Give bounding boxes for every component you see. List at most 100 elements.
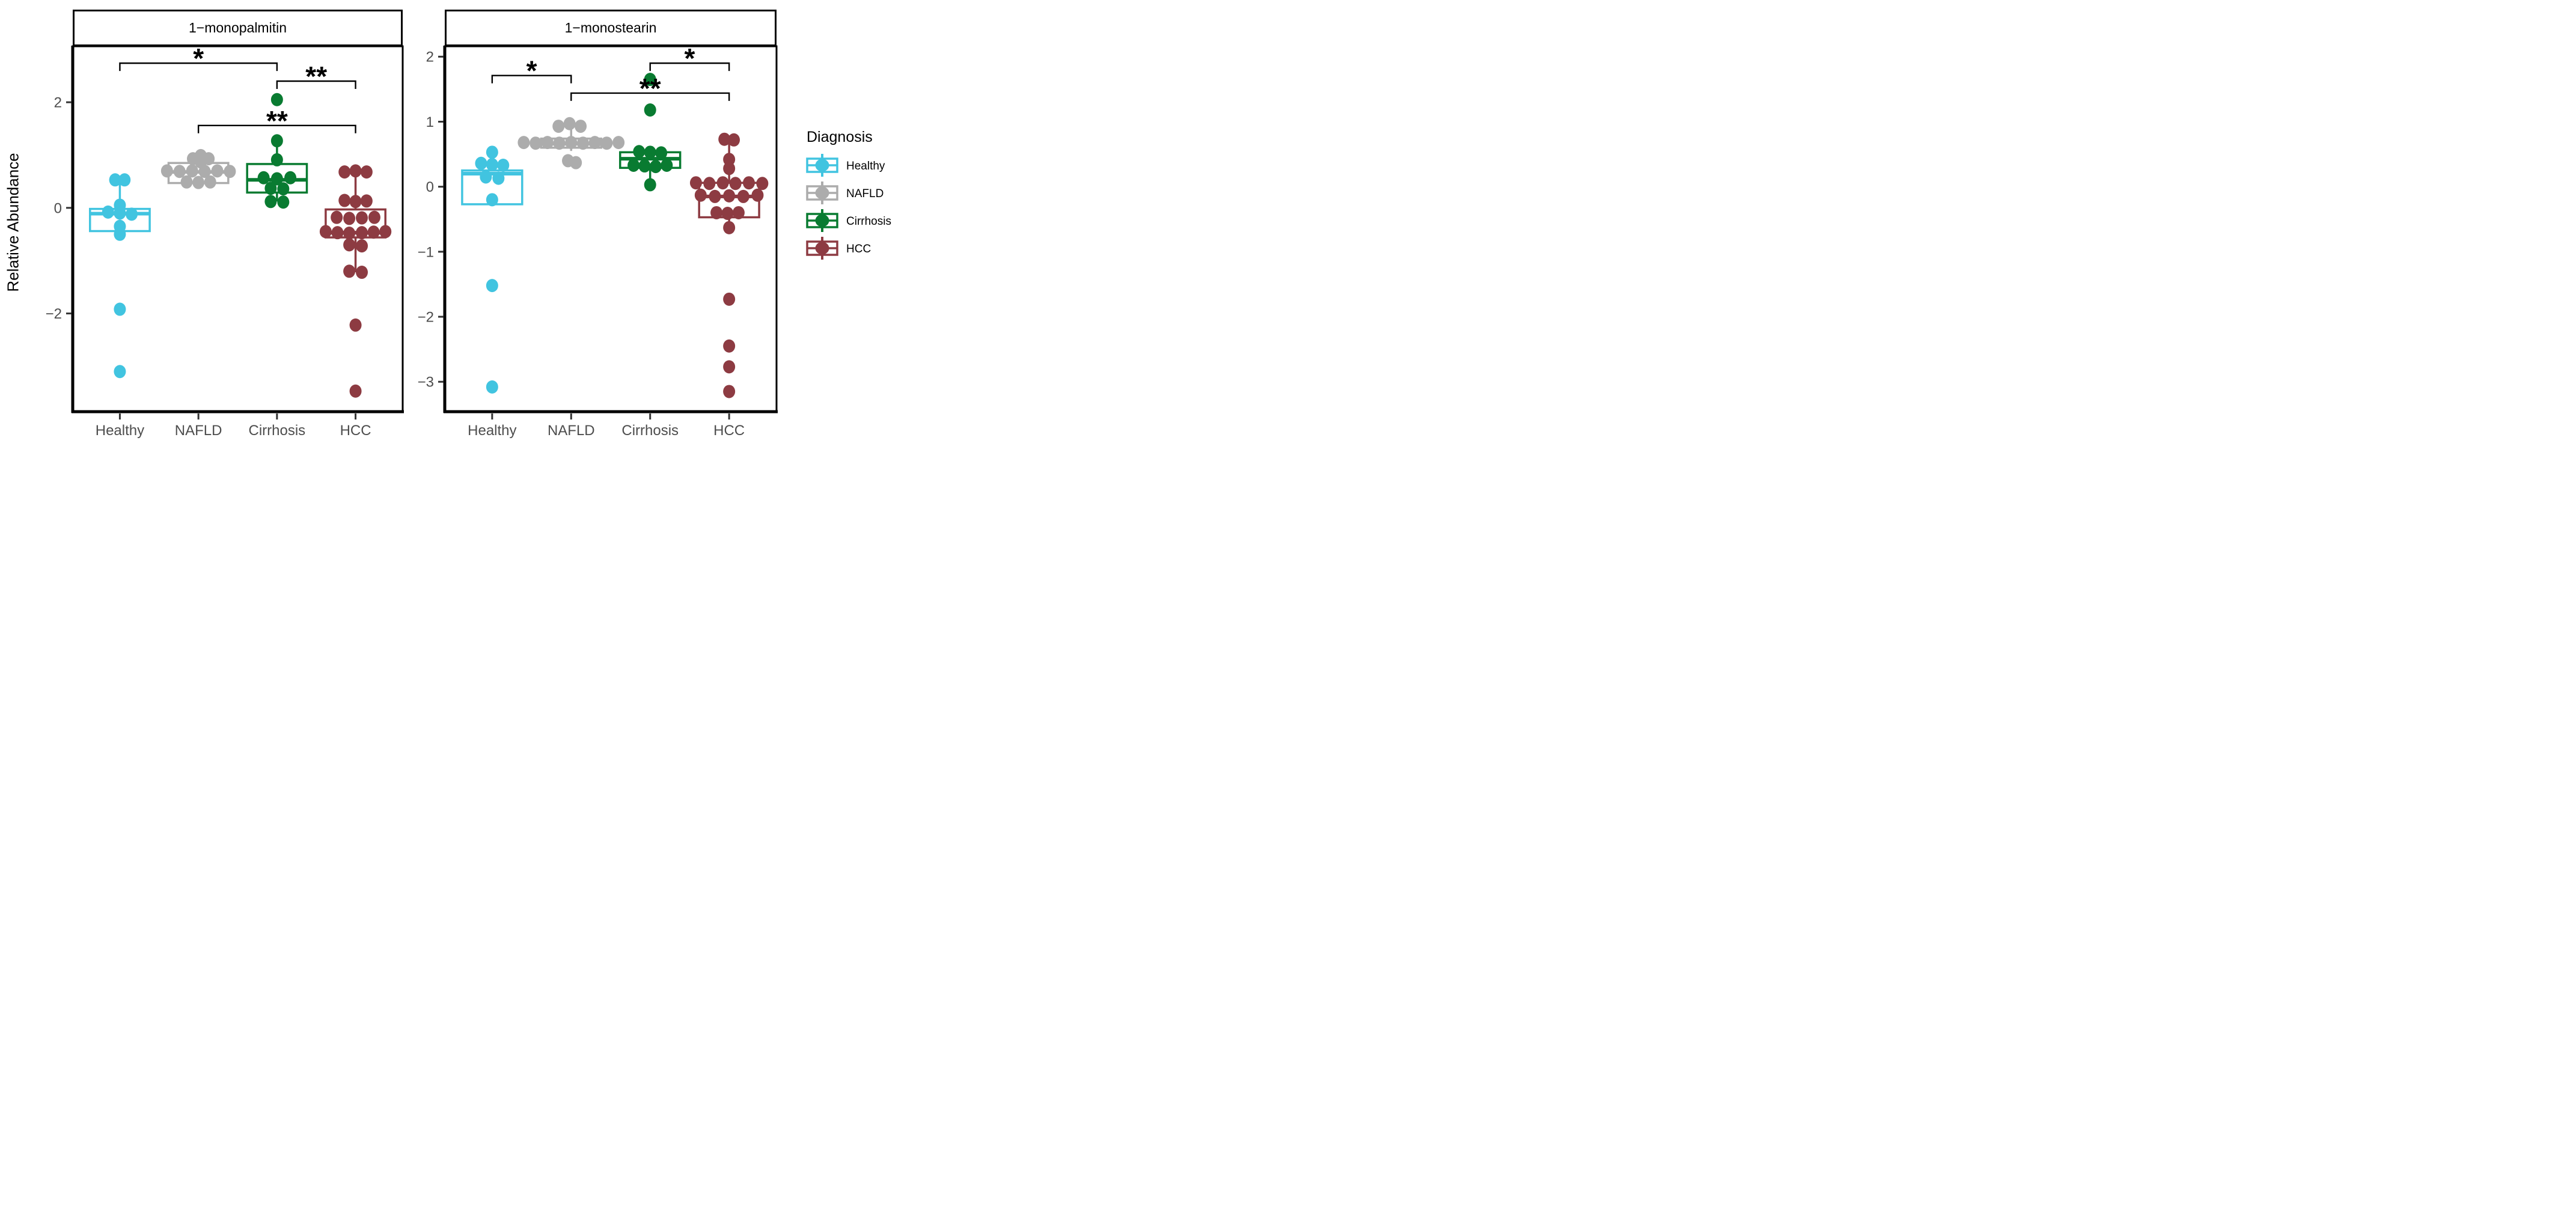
legend-label-cirrhosis: Cirrhosis bbox=[846, 215, 891, 228]
data-point-cirrhosis bbox=[284, 171, 297, 185]
data-point-healthy bbox=[486, 279, 498, 293]
x-tick-label: NAFLD bbox=[175, 422, 222, 439]
data-point-cirrhosis bbox=[627, 158, 640, 172]
data-point-nafld bbox=[530, 136, 542, 150]
y-tick-label: 2 bbox=[426, 49, 434, 66]
significance-label: * bbox=[193, 43, 204, 74]
data-point-nafld bbox=[211, 164, 224, 178]
data-point-hcc bbox=[349, 195, 362, 209]
significance-bracket bbox=[649, 62, 730, 72]
data-point-hcc bbox=[723, 385, 736, 398]
data-point-hcc bbox=[709, 189, 721, 203]
x-tick-label: Healthy bbox=[468, 422, 516, 439]
data-point-nafld bbox=[553, 136, 566, 150]
data-point-healthy bbox=[497, 158, 510, 172]
data-point-healthy bbox=[492, 171, 505, 185]
significance-bracket bbox=[119, 62, 278, 72]
data-point-hcc bbox=[737, 189, 749, 203]
boxplot-key-icon bbox=[805, 181, 839, 208]
data-point-hcc bbox=[360, 194, 373, 208]
significance-bracket bbox=[197, 124, 356, 133]
significance-label: * bbox=[684, 43, 695, 74]
data-point-cirrhosis bbox=[649, 160, 662, 174]
data-point-nafld bbox=[600, 136, 613, 150]
data-point-nafld bbox=[204, 175, 216, 189]
data-point-healthy bbox=[126, 207, 138, 221]
data-point-nafld bbox=[577, 136, 589, 150]
data-point-healthy bbox=[114, 365, 126, 379]
data-point-hcc bbox=[721, 207, 734, 221]
data-point-healthy bbox=[118, 173, 131, 187]
facet-strip-monostearin: 1−monostearin bbox=[445, 10, 777, 46]
data-point-cirrhosis bbox=[644, 73, 656, 87]
y-tick-label: −3 bbox=[418, 374, 434, 391]
data-point-hcc bbox=[367, 225, 380, 239]
panel-border bbox=[444, 45, 778, 413]
y-tick-label: 0 bbox=[426, 179, 434, 195]
boxplot-key-icon bbox=[805, 236, 839, 263]
data-point-hcc bbox=[743, 176, 755, 190]
x-tick-label: NAFLD bbox=[548, 422, 595, 439]
data-point-healthy bbox=[109, 173, 121, 187]
data-point-hcc bbox=[338, 194, 351, 207]
legend-entry-cirrhosis: Cirrhosis bbox=[805, 209, 891, 234]
data-point-hcc bbox=[723, 153, 736, 166]
y-tick-label: 1 bbox=[426, 114, 434, 130]
data-point-healthy bbox=[114, 227, 126, 241]
significance-bracket bbox=[491, 75, 572, 84]
data-point-nafld bbox=[198, 165, 211, 178]
facet-strip-monopalmitin: 1−monopalmitin bbox=[73, 10, 403, 46]
facet-title-monopalmitin: 1−monopalmitin bbox=[188, 20, 287, 35]
key-point bbox=[815, 242, 829, 254]
data-point-hcc bbox=[728, 133, 740, 147]
data-point-cirrhosis bbox=[277, 195, 290, 209]
data-point-nafld bbox=[186, 164, 198, 178]
data-point-hcc bbox=[368, 210, 380, 224]
legend-label-hcc: HCC bbox=[846, 243, 871, 255]
data-point-nafld bbox=[588, 136, 601, 150]
data-point-cirrhosis bbox=[633, 145, 646, 159]
data-point-healthy bbox=[486, 193, 498, 207]
data-point-nafld bbox=[192, 175, 205, 189]
y-tick-label: −2 bbox=[418, 309, 434, 325]
data-point-nafld bbox=[570, 156, 582, 169]
data-point-hcc bbox=[694, 188, 707, 202]
data-point-hcc bbox=[723, 162, 736, 175]
legend-title: Diagnosis bbox=[807, 129, 873, 145]
data-point-hcc bbox=[751, 188, 764, 202]
data-point-nafld bbox=[224, 165, 236, 178]
significance-bracket bbox=[276, 80, 356, 89]
legend: Diagnosis Healthy NAFLD Cirrhosis HCC bbox=[805, 129, 891, 265]
y-tick-label: −2 bbox=[46, 306, 62, 322]
data-point-nafld bbox=[575, 120, 587, 133]
key-point bbox=[815, 186, 829, 199]
data-point-nafld bbox=[565, 136, 578, 150]
significance-label: ** bbox=[305, 61, 327, 92]
data-point-cirrhosis bbox=[270, 153, 283, 166]
boxplot-key-glyph bbox=[806, 153, 838, 177]
data-point-healthy bbox=[475, 156, 487, 170]
significance-label: * bbox=[526, 55, 537, 87]
boxplot-key-glyph bbox=[806, 209, 838, 232]
data-point-healthy bbox=[486, 380, 498, 394]
x-tick-label: HCC bbox=[713, 422, 745, 439]
data-point-nafld bbox=[612, 136, 625, 150]
data-point-hcc bbox=[723, 189, 736, 203]
data-point-hcc bbox=[356, 239, 368, 253]
data-point-nafld bbox=[180, 175, 193, 189]
data-point-healthy bbox=[486, 157, 498, 171]
data-point-healthy bbox=[486, 145, 498, 159]
data-point-cirrhosis bbox=[264, 195, 277, 209]
key-point bbox=[815, 159, 829, 171]
data-point-cirrhosis bbox=[644, 103, 656, 117]
data-point-hcc bbox=[360, 165, 373, 179]
data-point-hcc bbox=[343, 238, 356, 252]
data-point-cirrhosis bbox=[644, 145, 656, 159]
boxplot-key-glyph bbox=[806, 236, 838, 260]
data-point-nafld bbox=[563, 117, 576, 130]
data-point-hcc bbox=[723, 221, 736, 234]
legend-label-healthy: Healthy bbox=[846, 160, 885, 172]
data-point-cirrhosis bbox=[264, 181, 277, 195]
